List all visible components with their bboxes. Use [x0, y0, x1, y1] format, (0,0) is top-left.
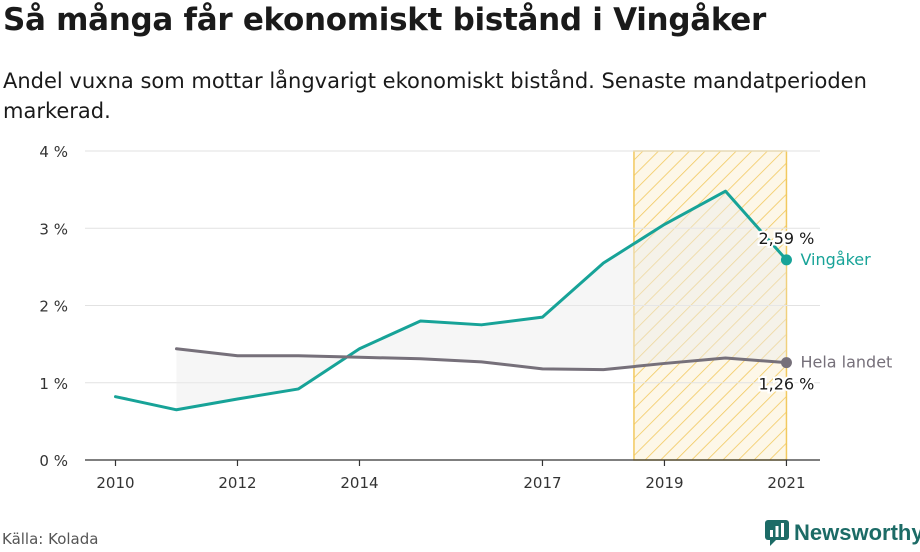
y-tick-label: 2 % — [39, 298, 68, 316]
x-tick-label: 2014 — [340, 474, 378, 492]
y-tick-label: 0 % — [39, 452, 68, 470]
series-line-vingåker — [113, 189, 788, 412]
end-value-label-vingåker: 2,59 % — [758, 229, 814, 248]
y-tick-label: 3 % — [39, 220, 68, 238]
difference-area — [176, 191, 787, 410]
source-note: Källa: Kolada — [2, 530, 99, 548]
brand-logo: Newsworthy — [764, 519, 920, 547]
x-tick-label: 2010 — [96, 474, 134, 492]
x-tick-label: 2019 — [645, 474, 683, 492]
brand-name: Newsworthy — [794, 520, 920, 545]
end-value-label-hela-landet: 1,26 % — [758, 375, 814, 394]
series-label-vingåker: Vingåker — [800, 250, 871, 269]
end-point-hela-landet — [780, 357, 792, 369]
x-tick-label: 2017 — [523, 474, 561, 492]
series-line-hela-landet — [174, 347, 788, 372]
chart-subtitle: Andel vuxna som mottar långvarigt ekonom… — [3, 69, 867, 123]
x-tick-label: 2012 — [218, 474, 256, 492]
chart-title: Så många får ekonomiskt bistånd i Vingåk… — [3, 2, 767, 38]
x-tick-label: 2021 — [767, 474, 805, 492]
y-tick-label: 4 % — [39, 143, 68, 161]
y-tick-label: 1 % — [39, 375, 68, 393]
end-point-vingåker — [780, 254, 792, 266]
series-label-hela-landet: Hela landet — [800, 353, 892, 372]
newsworthy-logo-icon — [765, 520, 789, 546]
